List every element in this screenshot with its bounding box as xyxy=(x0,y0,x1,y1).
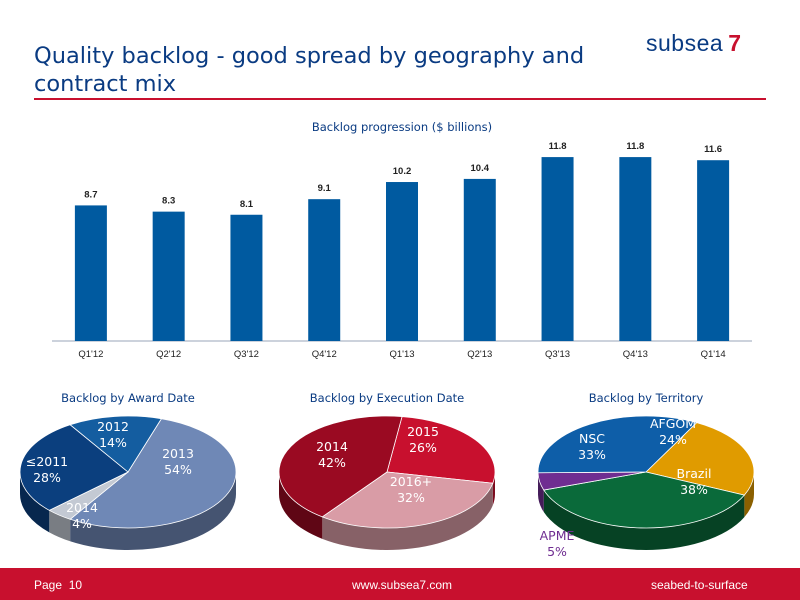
backlog-progression-chart: Backlog progression ($ billions) 8.7 Q1'12… xyxy=(52,120,752,360)
slide-title: Quality backlog - good spread by geograp… xyxy=(34,43,585,97)
bar-value-label: 11.6 xyxy=(704,144,722,155)
pie-slice-label: 2013 xyxy=(162,446,194,461)
footer-bar xyxy=(0,568,800,600)
pie-slice-value: 32% xyxy=(397,490,425,505)
pie-slice-side xyxy=(538,472,544,513)
pie-slice-side xyxy=(322,483,493,550)
pie-slice-label: AFGOM xyxy=(650,416,696,431)
pie-slice-side xyxy=(543,490,745,550)
award-date-pie: Backlog by Award Date201354%20144%≤20112… xyxy=(19,391,237,550)
bar-value-label: 8.3 xyxy=(162,196,175,207)
bar-value-label: 11.8 xyxy=(626,141,644,152)
x-tick-label: Q4'12 xyxy=(312,349,337,360)
pie-slice xyxy=(543,471,746,529)
footer-page-number: 10 xyxy=(68,578,83,592)
pie-title: Backlog by Territory xyxy=(589,391,704,405)
pie-slice-label: 2012 xyxy=(97,419,129,434)
pie-slice-label: 2014 xyxy=(66,500,98,515)
pie-slice xyxy=(69,418,237,529)
x-tick-label: Q1'13 xyxy=(389,349,414,360)
pie-slice-side xyxy=(744,472,754,518)
bar-chart-title: Backlog progression ($ billions) xyxy=(312,120,492,134)
x-tick-label: Q3'13 xyxy=(545,349,570,360)
pie-slice-label: 2014 xyxy=(316,439,348,454)
x-tick-label: Q3'12 xyxy=(234,349,259,360)
footer-page-label: Page xyxy=(34,578,63,592)
bar-value-label: 10.2 xyxy=(393,166,412,177)
pie-slice-value: 42% xyxy=(318,455,346,470)
bar xyxy=(230,214,263,341)
pie-slice-value: 33% xyxy=(578,447,606,462)
pie-slice-value: 24% xyxy=(659,432,687,447)
pie-slice-side xyxy=(70,472,236,550)
pie-slice-label: NSC xyxy=(579,431,605,446)
pie-slice-label: APME xyxy=(540,528,575,543)
footer-tagline: seabed-to-surface xyxy=(651,578,748,592)
bar xyxy=(74,205,107,341)
x-tick-label: Q1'14 xyxy=(701,349,726,360)
bar-value-label: 10.4 xyxy=(471,163,490,174)
x-tick-label: Q4'13 xyxy=(623,349,648,360)
pie-slice xyxy=(19,424,129,511)
bar-value-label: 8.1 xyxy=(240,199,254,210)
pie-slice-value: 5% xyxy=(547,544,567,559)
pie-slice-side xyxy=(49,510,71,542)
x-tick-label: Q2'12 xyxy=(156,349,181,360)
pie-slice-side xyxy=(492,472,495,506)
bar xyxy=(463,178,496,341)
pie-slice-side xyxy=(20,472,50,533)
bar-value-label: 11.8 xyxy=(549,141,567,152)
pie-title: Backlog by Award Date xyxy=(61,391,195,405)
subsea7-logo: subsea 7 xyxy=(646,30,776,56)
pie-slice xyxy=(386,416,496,484)
footer-page: Page 10 xyxy=(34,578,82,592)
logo-number: 7 xyxy=(728,30,742,56)
bar xyxy=(541,157,574,341)
bar xyxy=(619,157,652,341)
pie-slice xyxy=(321,471,494,529)
logo-wordmark: subsea xyxy=(646,30,724,56)
pie-slice xyxy=(537,415,698,474)
title-divider xyxy=(34,98,766,100)
bar xyxy=(386,182,418,341)
bar-value-label: 9.1 xyxy=(318,183,332,194)
x-tick-label: Q1'12 xyxy=(78,349,103,360)
footer-url: www.subsea7.com xyxy=(352,578,453,592)
pie-slice-side xyxy=(279,472,323,539)
pie-slice-label: 2016+ xyxy=(390,474,432,489)
pie-slice xyxy=(69,415,163,473)
bar xyxy=(308,199,341,341)
pie-slice-label: ≤2011 xyxy=(26,454,68,469)
pie-slice xyxy=(278,415,403,518)
pie-slice-value: 26% xyxy=(409,440,437,455)
pie-slice-label: 2015 xyxy=(407,424,439,439)
pie-slice-value: 4% xyxy=(72,516,92,531)
pie-slice-value: 14% xyxy=(99,435,127,450)
charts-canvas: Backlog progression ($ billions) 8.7 Q1'12… xyxy=(19,120,755,559)
bar xyxy=(697,160,730,341)
pie-title: Backlog by Execution Date xyxy=(310,391,464,405)
pie-slice-value: 28% xyxy=(33,470,61,485)
pie-slice xyxy=(645,422,755,496)
pie-slice-value: 54% xyxy=(164,462,192,477)
x-tick-label: Q2'13 xyxy=(467,349,492,360)
bar xyxy=(152,211,185,341)
pie-slice-value: 38% xyxy=(680,482,708,497)
pie-slice-label: Brazil xyxy=(677,466,712,481)
bar-value-label: 8.7 xyxy=(84,189,97,200)
